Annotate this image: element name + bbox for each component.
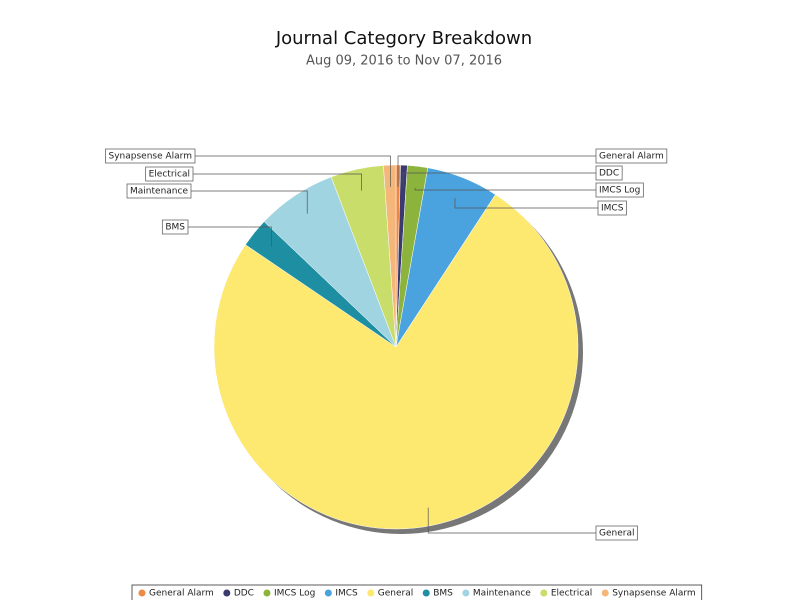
slice-label: IMCS Log [595, 182, 644, 198]
slice-label-box [597, 200, 627, 216]
slice-label-text: Synapsense Alarm [109, 152, 192, 162]
leader-line [397, 155, 596, 187]
legend-swatch [462, 589, 470, 597]
slice-label: DDC [595, 165, 623, 181]
leader-line [195, 155, 391, 187]
leader-line [402, 172, 596, 187]
legend-label: General Alarm [149, 589, 214, 599]
slice-label: Maintenance [126, 183, 192, 199]
slice-label-box [595, 182, 644, 198]
slice-label-text: Electrical [149, 170, 190, 180]
slice-label-box [595, 525, 638, 541]
legend: General Alarm DDC IMCS Log IMCS General BMS Ma… [131, 584, 703, 600]
slice-label-text: BMS [165, 223, 185, 233]
legend-label: DDC [234, 589, 254, 599]
slice-label-box [595, 148, 668, 164]
legend-swatch [263, 589, 271, 597]
legend-label: Electrical [551, 589, 592, 599]
legend-swatch [223, 589, 231, 597]
slice-label: General [595, 525, 638, 541]
legend-label: Synapsense Alarm [612, 589, 695, 599]
slice-label-box [145, 166, 194, 182]
slice-label: Electrical [145, 166, 194, 182]
leader-line [414, 187, 596, 191]
legend-label: Maintenance [473, 589, 531, 599]
legend-swatch [138, 589, 146, 597]
legend-swatch [324, 589, 332, 597]
legend-swatch [540, 589, 548, 597]
slice-label-text: General [599, 529, 634, 539]
slice-label: General Alarm [595, 148, 668, 164]
legend-box [131, 584, 703, 600]
legend-swatch [601, 589, 609, 597]
legend-label: BMS [433, 589, 453, 599]
slice-label-box [161, 219, 189, 235]
slice-label-box [105, 148, 196, 164]
slice-label-text: General Alarm [599, 152, 664, 162]
legend-swatch [367, 589, 375, 597]
leader-line [188, 226, 272, 247]
chart-title: Journal Category Breakdown [275, 28, 532, 49]
slice-label-box [595, 165, 623, 181]
legend-label: General [378, 589, 413, 599]
slice-label: IMCS [597, 200, 627, 216]
slice-label-text: IMCS [601, 204, 624, 214]
leader-line [191, 190, 308, 214]
pie-slice [213, 194, 579, 530]
chart-subtitle: Aug 09, 2016 to Nov 07, 2016 [306, 54, 502, 69]
slice-label-text: Maintenance [130, 187, 188, 197]
slice-label: Synapsense Alarm [105, 148, 196, 164]
slice-label-text: IMCS Log [599, 186, 640, 196]
slice-label: BMS [161, 219, 189, 235]
leader-line [454, 198, 598, 209]
slice-label-text: DDC [599, 169, 619, 179]
legend-label: IMCS Log [274, 589, 315, 599]
legend-swatch [422, 589, 430, 597]
legend-label: IMCS [335, 589, 358, 599]
leader-line [427, 507, 596, 534]
slice-label-box [126, 183, 192, 199]
pie-slice [383, 164, 397, 348]
leader-line [193, 173, 362, 191]
